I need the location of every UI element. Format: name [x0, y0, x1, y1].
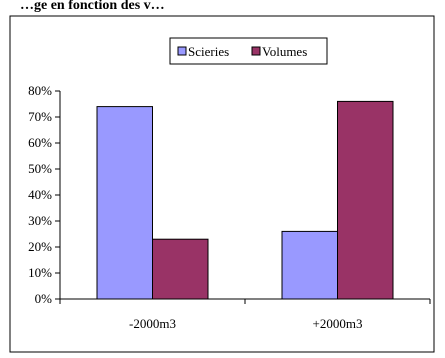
bar-scieries-1 [281, 230, 338, 300]
bar-volumes-1 [337, 100, 394, 300]
bar-scieries-0 [96, 106, 153, 300]
legend: Scieries Volumes [169, 37, 328, 65]
y-tick-label: 40% [28, 187, 52, 202]
chart-heading-fragment: …ge en fonction des v… [20, 0, 165, 13]
legend-swatch-scieries [177, 46, 187, 56]
y-tick-label: 0% [35, 291, 53, 306]
legend-label-scieries: Scieries [188, 44, 229, 59]
bars [96, 100, 394, 300]
y-tick-label: 60% [28, 135, 52, 150]
y-axis: 0% 10% 20% 30% 40% 50% 60% 70% 80% [28, 83, 61, 306]
bar-volumes-0 [152, 238, 209, 300]
y-tick-label: 20% [28, 239, 52, 254]
x-tick-label: -2000m3 [129, 316, 176, 331]
x-tick-label: +2000m3 [313, 316, 363, 331]
legend-label-volumes: Volumes [262, 44, 307, 59]
y-tick-label: 70% [28, 109, 52, 124]
y-tick-label: 50% [28, 161, 52, 176]
y-tick-label: 80% [28, 83, 52, 98]
y-tick-label: 30% [28, 213, 52, 228]
legend-box [169, 37, 328, 65]
legend-swatch-volumes [251, 46, 261, 56]
y-tick-label: 10% [28, 265, 52, 280]
